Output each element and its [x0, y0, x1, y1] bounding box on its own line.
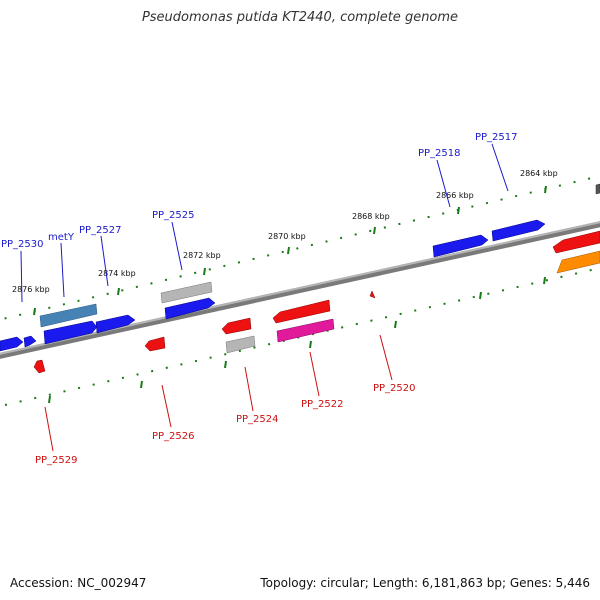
gene-label-pp2527[interactable]: PP_2527 — [79, 225, 122, 236]
gene-label-mety[interactable]: metY — [48, 232, 75, 243]
gene-pp2526[interactable] — [144, 336, 166, 352]
forward-leaders — [20, 143, 509, 303]
leader-line — [100, 235, 109, 287]
gene-label-pp2530[interactable]: PP_2530 — [1, 239, 44, 250]
tick-label: 2876 kbp — [12, 285, 50, 294]
major-tick — [544, 185, 547, 194]
major-tick — [224, 360, 227, 369]
forward-genes — [0, 183, 600, 352]
gene-pp2522[interactable] — [272, 299, 331, 324]
map-title: Pseudomonas putida KT2440, complete geno… — [141, 10, 459, 25]
reverse-leaders — [44, 334, 393, 452]
gene-mety-steel[interactable] — [39, 303, 98, 328]
gene-pp2525[interactable] — [164, 297, 216, 320]
gene-pp2520[interactable] — [369, 290, 376, 299]
gene-label-pp2518[interactable]: PP_2518 — [418, 148, 461, 159]
gene-label-pp2522[interactable]: PP_2522 — [301, 399, 344, 410]
major-tick — [457, 206, 460, 215]
gene-pp2515[interactable] — [556, 250, 600, 274]
gene-pp2529[interactable] — [33, 359, 46, 374]
major-ticks — [33, 185, 547, 404]
gene-pp2530[interactable] — [0, 336, 24, 352]
gene-label-pp2517[interactable]: PP_2517 — [475, 132, 518, 143]
leader-line — [491, 143, 509, 192]
gene-label-pp2520[interactable]: PP_2520 — [373, 383, 416, 394]
leader-line — [309, 351, 320, 397]
major-tick — [394, 320, 397, 329]
gene-pp2527[interactable] — [95, 314, 136, 334]
gene-label-pp2525[interactable]: PP_2525 — [152, 210, 195, 221]
leader-line — [44, 406, 54, 452]
major-tick — [543, 276, 546, 285]
gene-label-pp2524[interactable]: PP_2524 — [236, 414, 279, 425]
gene-mety[interactable] — [43, 320, 98, 345]
major-tick — [373, 226, 376, 235]
leader-line — [171, 221, 183, 271]
gene-pp2517[interactable] — [491, 219, 546, 242]
tick-label: 2874 kbp — [98, 269, 136, 278]
leader-line — [161, 384, 172, 428]
leader-line — [379, 334, 393, 381]
major-tick — [309, 340, 312, 349]
major-tick — [287, 246, 290, 255]
reverse-genes — [33, 230, 600, 374]
gene-label-pp2526[interactable]: PP_2526 — [152, 431, 195, 442]
gene-pp2524-gray[interactable] — [225, 335, 256, 354]
gene-pp2516[interactable] — [552, 230, 600, 254]
outer-ruler — [0, 175, 600, 321]
leader-line — [244, 366, 254, 412]
leader-line — [60, 242, 65, 298]
gene-pp2518[interactable] — [432, 234, 489, 258]
leader-line — [20, 250, 23, 303]
gene-label-pp2529[interactable]: PP_2529 — [35, 455, 78, 466]
major-tick — [479, 291, 482, 300]
major-tick — [140, 380, 143, 389]
tick-label: 2872 kbp — [183, 251, 221, 260]
major-tick — [48, 395, 51, 404]
genome-backbone-highlight — [0, 221, 600, 355]
gene-pp2521[interactable] — [276, 318, 335, 343]
tick-label: 2864 kbp — [520, 169, 558, 178]
major-tick — [33, 307, 36, 316]
gene-pp2531[interactable] — [23, 335, 37, 348]
gene-edge-gray[interactable] — [595, 183, 600, 195]
genome-summary: Topology: circular; Length: 6,181,863 bp… — [260, 576, 590, 590]
accession-label: Accession: NC_002947 — [10, 576, 147, 590]
tick-label: 2866 kbp — [436, 191, 474, 200]
tick-label: 2868 kbp — [352, 212, 390, 221]
genome-backbone — [0, 221, 600, 359]
gene-pp2524[interactable] — [221, 317, 252, 335]
tick-label: 2870 kbp — [268, 232, 306, 241]
gene-pp2523[interactable] — [160, 281, 213, 304]
major-tick — [203, 267, 206, 276]
leader-line — [436, 159, 451, 208]
major-tick — [117, 287, 120, 296]
